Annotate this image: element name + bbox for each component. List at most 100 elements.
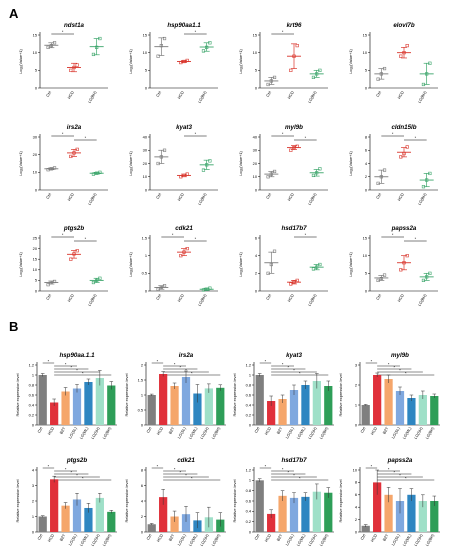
bar (373, 482, 382, 532)
x-category-label: LG(ML) (295, 425, 306, 440)
chart-a-ndst1a: ndst1a Log₂(Value+1) 0 5 10 15 Ctrl HCD LG(BH) * (18, 22, 108, 104)
y-tick-label: 0 (355, 422, 358, 427)
bar (384, 494, 393, 532)
significance-star: * (48, 358, 50, 363)
significance-star: * (392, 131, 394, 136)
significance-star: * (191, 475, 193, 480)
data-point (46, 168, 50, 172)
y-tick-label: 5 (145, 68, 147, 73)
x-category-label: LG(BH) (101, 532, 112, 547)
significance-star: * (388, 361, 390, 366)
data-point (205, 163, 209, 167)
significance-star: * (82, 370, 84, 375)
bar (84, 382, 93, 425)
significance-star: * (195, 29, 197, 34)
chart-title: cdk21 (175, 225, 193, 232)
bar (95, 497, 104, 532)
y-tick-label: 0 (35, 187, 38, 192)
data-point (295, 43, 299, 48)
y-axis-label: Relative expression level (124, 373, 129, 416)
x-category-label: LG(SL) (67, 425, 78, 439)
significance-star: * (394, 469, 396, 474)
significance-star: * (195, 236, 197, 241)
data-point (185, 58, 189, 63)
data-point (46, 283, 50, 287)
data-point (272, 75, 277, 79)
bar (61, 505, 70, 532)
chart-title: hsd17b7 (281, 225, 307, 232)
data-point (162, 36, 167, 41)
y-tick-label: 5 (255, 68, 257, 73)
x-category-label: LG(BH) (318, 425, 329, 440)
data-point (52, 41, 57, 45)
x-category-label: LG(BH) (307, 191, 318, 206)
data-point (182, 250, 186, 254)
data-point (382, 273, 387, 277)
significance-star: * (48, 463, 50, 468)
y-tick-label: 30 (253, 148, 258, 153)
y-tick-label: 0 (145, 85, 148, 90)
chart-a-kyat3: kyat3 Log₂(Value+1) 0 10 20 30 40 Ctrl HCD LG(BH)… (128, 124, 218, 206)
y-tick-label: 15 (143, 32, 147, 37)
data-point (72, 151, 76, 155)
significance-star: * (191, 370, 193, 375)
x-category-label: HCD (369, 533, 378, 543)
data-point (185, 247, 189, 251)
chart-a-cldn15lb: cldn15lb Log₂(Value+1) 0 2 4 6 8 Ctrl HCD LG(BH) *… (348, 124, 438, 206)
bar (289, 497, 299, 532)
y-tick-label: 10 (33, 267, 38, 272)
data-point (405, 43, 409, 48)
data-point (376, 278, 380, 283)
y-tick-label: 10 (253, 50, 258, 55)
significance-star: * (288, 364, 290, 369)
x-category-label: LG(BH) (424, 532, 435, 547)
bar (395, 501, 405, 532)
significance-star: * (299, 475, 301, 480)
bar (193, 393, 202, 425)
significance-star: * (293, 472, 295, 477)
x-category-label: HCD (369, 426, 378, 436)
x-category-label: LG(ML) (78, 532, 89, 547)
chart-title: hsp90aa1.1 (167, 22, 201, 29)
significance-star: * (405, 370, 407, 375)
y-tick-label: 30 (143, 148, 148, 153)
bar (418, 395, 427, 425)
chart-title: kyat3 (286, 352, 302, 359)
y-tick-label: 1 (145, 253, 147, 258)
x-category-label: HCD (396, 90, 405, 100)
x-category-label: LG(BH) (417, 89, 428, 104)
data-point (208, 159, 212, 163)
data-point (46, 45, 50, 49)
chart-b-kyat3: kyat3 Relative expression level 0 0.2 0.4 0.6… (232, 352, 334, 440)
x-category-label: LG(BH) (424, 425, 435, 440)
significance-star: * (399, 472, 401, 477)
x-category-label: Ctrl (36, 426, 43, 434)
data-point (379, 175, 383, 179)
significance-star: * (265, 358, 267, 363)
y-tick-label: 10 (353, 467, 358, 472)
bar (147, 395, 156, 425)
data-point (201, 49, 206, 53)
significance-star: * (62, 29, 64, 34)
bar (324, 386, 333, 425)
data-point (315, 72, 319, 76)
panel-b-label: B (9, 319, 18, 334)
y-tick-label: 2 (365, 174, 367, 179)
data-point (162, 148, 167, 152)
x-category-label: HCD (66, 293, 75, 303)
bar (278, 399, 287, 425)
data-point (318, 68, 322, 72)
data-point (376, 77, 380, 81)
y-tick-label: 0.4 (246, 509, 252, 514)
data-point (318, 262, 322, 267)
chart-a-hsp90aa1-1: hsp90aa1.1 Log₂(Value+1) 0 5 10 15 Ctrl HCD LG(B… (128, 22, 218, 104)
y-tick-label: 5 (365, 68, 367, 73)
data-point (72, 252, 76, 256)
data-point (98, 170, 102, 174)
chart-a-ptgs2b: ptgs2b Log₂(Value+1) 0 5 10 15 20 25 Ctrl HCD LG(B… (18, 225, 108, 307)
data-point (399, 268, 403, 272)
x-category-label: BZT (275, 532, 283, 541)
x-category-label: Ctrl (253, 533, 260, 541)
bar (84, 507, 93, 532)
y-tick-label: 2 (355, 517, 357, 522)
